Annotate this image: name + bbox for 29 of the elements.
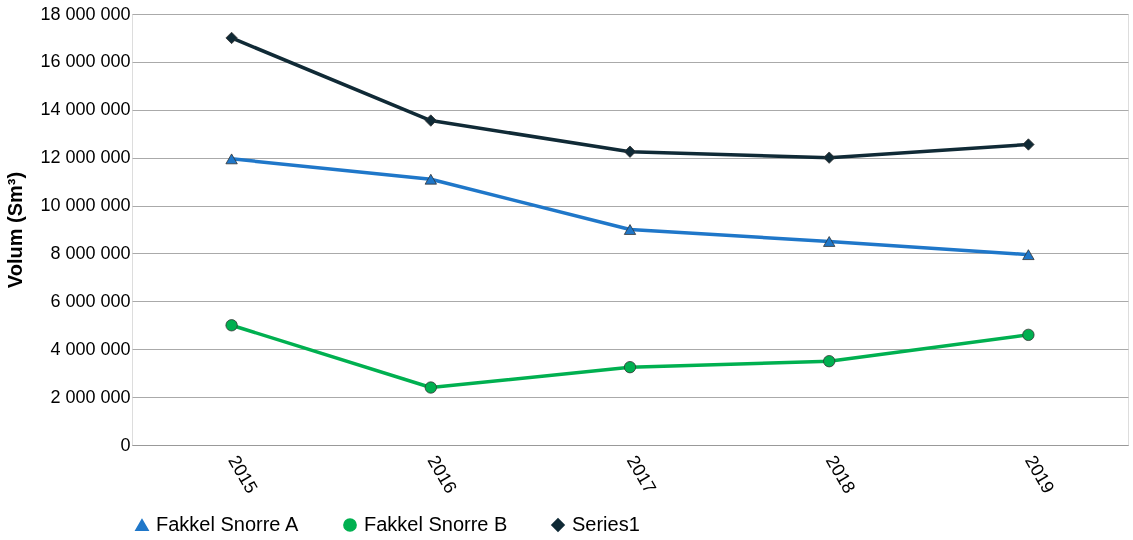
y-tick-label: 16 000 000 (40, 51, 131, 72)
y-tick-label: 2 000 000 (50, 386, 131, 407)
point (623, 145, 637, 158)
point (225, 31, 238, 45)
point (225, 319, 238, 332)
y-tick-label: 0 (120, 434, 131, 455)
y-tick-label: 18 000 000 (40, 3, 131, 24)
legend-label: Series1 (572, 513, 640, 535)
point (823, 151, 836, 164)
y-tick-label: 10 000 000 (40, 195, 131, 216)
point (623, 361, 637, 374)
point (424, 173, 437, 185)
point (823, 355, 836, 368)
point (1022, 138, 1035, 151)
point (623, 224, 637, 235)
y-tick-label: 12 000 000 (40, 147, 131, 168)
point (1022, 249, 1035, 260)
point (823, 236, 836, 247)
point (424, 381, 437, 394)
y-tick-label: 14 000 000 (40, 99, 131, 120)
legend-label: Fakkel Snorre B (364, 513, 508, 535)
point (225, 153, 238, 165)
point (1022, 328, 1035, 341)
legend-label: Fakkel Snorre A (156, 513, 299, 535)
y-tick-label: 6 000 000 (50, 290, 131, 311)
y-axis-title: Volum (Sm³) (4, 171, 27, 289)
y-tick-label: 4 000 000 (50, 338, 131, 359)
point (424, 114, 437, 127)
y-tick-label: 8 000 000 (50, 242, 131, 263)
